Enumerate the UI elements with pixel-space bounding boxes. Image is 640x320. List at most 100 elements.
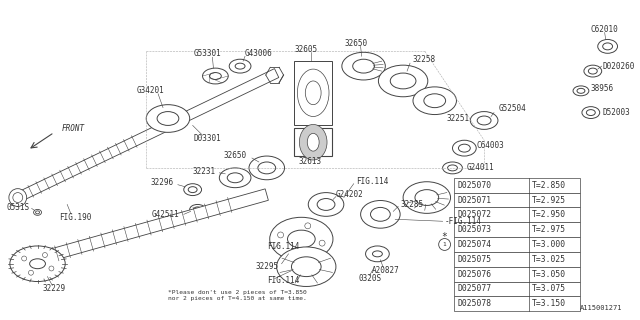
- Ellipse shape: [307, 133, 319, 151]
- Text: T=2.950: T=2.950: [532, 210, 566, 219]
- Ellipse shape: [220, 168, 251, 188]
- Polygon shape: [15, 68, 279, 202]
- Ellipse shape: [603, 43, 612, 50]
- Text: G42511: G42511: [152, 210, 180, 219]
- Ellipse shape: [458, 144, 470, 152]
- Bar: [454, 296, 580, 311]
- Text: G52504: G52504: [499, 104, 527, 113]
- Ellipse shape: [415, 190, 438, 205]
- Ellipse shape: [403, 182, 451, 213]
- Ellipse shape: [447, 165, 458, 171]
- Ellipse shape: [470, 112, 498, 129]
- Ellipse shape: [443, 162, 462, 174]
- Ellipse shape: [342, 52, 385, 80]
- Ellipse shape: [582, 107, 600, 118]
- Ellipse shape: [365, 246, 389, 262]
- Ellipse shape: [235, 63, 245, 69]
- Text: T=2.925: T=2.925: [532, 196, 566, 204]
- Ellipse shape: [189, 204, 205, 214]
- Ellipse shape: [360, 201, 400, 228]
- Ellipse shape: [29, 259, 45, 269]
- Ellipse shape: [577, 88, 585, 93]
- Text: G24011: G24011: [467, 164, 494, 172]
- Ellipse shape: [229, 59, 251, 73]
- Text: 38956: 38956: [591, 84, 614, 93]
- Bar: [454, 267, 580, 282]
- Ellipse shape: [424, 94, 445, 108]
- Circle shape: [278, 232, 284, 238]
- Text: D025072: D025072: [458, 210, 492, 219]
- Ellipse shape: [308, 193, 344, 216]
- Polygon shape: [18, 189, 268, 269]
- Bar: [454, 252, 580, 267]
- Ellipse shape: [249, 156, 285, 180]
- Text: D025071: D025071: [458, 196, 492, 204]
- Text: D025075: D025075: [458, 255, 492, 264]
- Ellipse shape: [33, 209, 42, 215]
- Bar: [454, 237, 580, 252]
- Bar: [294, 61, 332, 125]
- Ellipse shape: [300, 124, 327, 160]
- Circle shape: [438, 238, 451, 251]
- Ellipse shape: [209, 73, 221, 79]
- Text: G34201: G34201: [136, 86, 164, 95]
- Ellipse shape: [157, 112, 179, 125]
- Ellipse shape: [317, 198, 335, 210]
- Text: 32605: 32605: [294, 45, 318, 54]
- Text: C62010: C62010: [591, 25, 618, 34]
- Ellipse shape: [184, 184, 202, 196]
- Ellipse shape: [353, 59, 374, 73]
- Text: FIG.190: FIG.190: [60, 213, 92, 222]
- Text: G53301: G53301: [194, 49, 221, 58]
- Text: T=3.150: T=3.150: [532, 299, 566, 308]
- Text: G24202: G24202: [336, 190, 364, 199]
- Bar: [454, 282, 580, 296]
- Text: T=3.050: T=3.050: [532, 270, 566, 279]
- Ellipse shape: [588, 68, 597, 74]
- Ellipse shape: [452, 140, 476, 156]
- Text: FIG.114: FIG.114: [267, 243, 299, 252]
- Text: D025074: D025074: [458, 240, 492, 249]
- Text: 32229: 32229: [43, 284, 66, 293]
- Text: D025070: D025070: [458, 181, 492, 190]
- Text: 32613: 32613: [298, 157, 321, 166]
- Text: -FIG.114: -FIG.114: [445, 217, 482, 226]
- Text: 0320S: 0320S: [359, 274, 382, 283]
- Text: T=3.000: T=3.000: [532, 240, 566, 249]
- Ellipse shape: [291, 257, 321, 276]
- Bar: [454, 207, 580, 222]
- Ellipse shape: [584, 65, 602, 77]
- Ellipse shape: [146, 105, 189, 132]
- Text: 32231: 32231: [192, 167, 216, 176]
- Circle shape: [319, 240, 325, 246]
- Ellipse shape: [305, 81, 321, 105]
- Text: *Please don't use 2 pieces of T=3.850
nor 2 pieces of T=4.150 at same time.: *Please don't use 2 pieces of T=3.850 no…: [168, 291, 307, 301]
- Text: 32650: 32650: [344, 39, 367, 48]
- Bar: [294, 128, 332, 156]
- Text: D52003: D52003: [603, 108, 630, 117]
- Ellipse shape: [276, 247, 336, 286]
- Ellipse shape: [202, 68, 228, 84]
- Text: 1: 1: [443, 242, 447, 247]
- Text: 32650: 32650: [224, 150, 247, 160]
- Ellipse shape: [194, 207, 202, 212]
- Text: T=3.075: T=3.075: [532, 284, 566, 293]
- Ellipse shape: [36, 211, 40, 214]
- Circle shape: [22, 256, 27, 261]
- Bar: [454, 178, 580, 193]
- Ellipse shape: [10, 246, 65, 282]
- Text: 32285: 32285: [400, 200, 423, 209]
- Text: D025076: D025076: [458, 270, 492, 279]
- Text: A115001271: A115001271: [580, 305, 623, 311]
- Bar: [454, 222, 580, 237]
- Ellipse shape: [586, 110, 595, 116]
- Ellipse shape: [390, 73, 416, 89]
- Ellipse shape: [371, 207, 390, 221]
- Ellipse shape: [477, 116, 491, 125]
- Circle shape: [292, 249, 298, 255]
- Text: D025078: D025078: [458, 299, 492, 308]
- Bar: [454, 193, 580, 207]
- Circle shape: [9, 189, 27, 206]
- Text: FIG.114: FIG.114: [267, 276, 299, 285]
- Text: C64003: C64003: [476, 141, 504, 150]
